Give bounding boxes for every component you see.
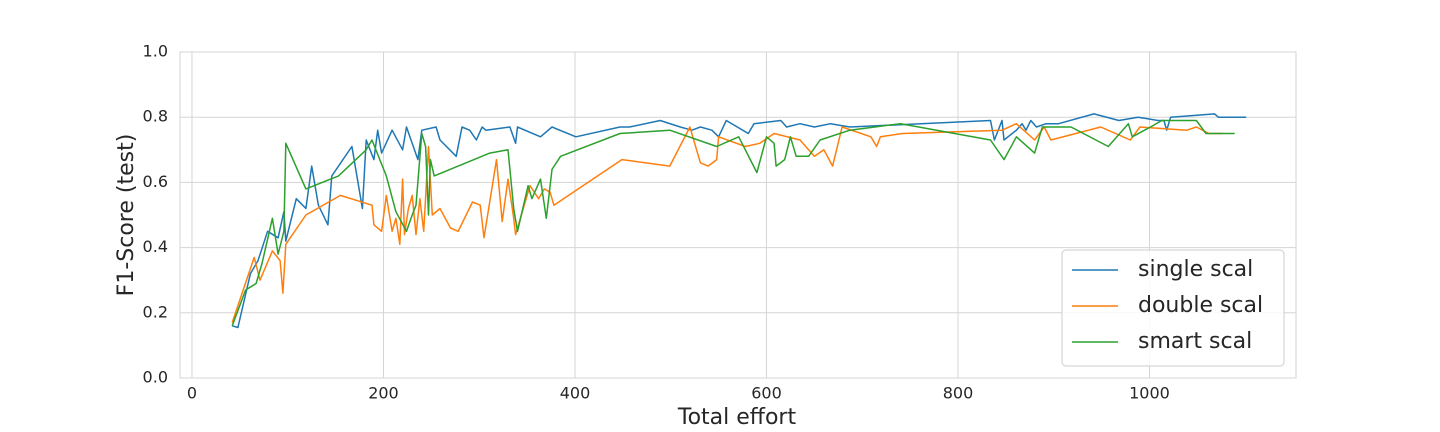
legend-box [1061, 249, 1285, 367]
x-tick-label: 1000 [1129, 384, 1170, 403]
legend: single scal double scal smart scal [1061, 249, 1285, 367]
series-line [231, 122, 1223, 323]
plot-frame [179, 51, 1297, 379]
x-tick-label: 800 [943, 384, 974, 403]
legend-label: single scal [1138, 257, 1253, 282]
y-tick-label: 0.8 [143, 107, 168, 126]
y-tick-label: 0.2 [143, 302, 168, 321]
x-tick-label: 600 [751, 384, 782, 403]
x-tick-label: 0 [187, 384, 197, 403]
y-tick-label: 0.6 [143, 172, 168, 191]
y-tick-label: 0.0 [143, 368, 168, 387]
series-line [231, 113, 1247, 329]
x-axis-label: Total effort [677, 405, 797, 430]
x-tick-label: 200 [368, 384, 399, 403]
y-axis-label: F1-Score (test) [114, 134, 139, 297]
y-tick-label: 0.4 [143, 237, 168, 256]
x-tick-label: 400 [560, 384, 591, 403]
series-line [231, 119, 1235, 327]
y-tick-label: 1.0 [143, 42, 168, 61]
legend-label: double scal [1138, 293, 1263, 318]
legend-label: smart scal [1138, 329, 1252, 354]
